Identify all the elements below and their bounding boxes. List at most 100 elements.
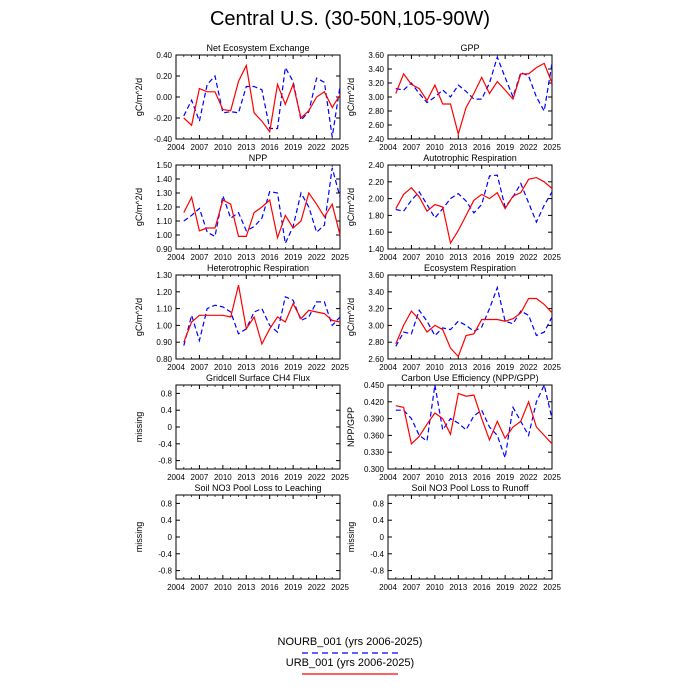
plot-frame <box>175 274 341 360</box>
y-tick-label: 3.60 <box>368 51 384 60</box>
x-tick-label: 2019 <box>284 253 302 262</box>
x-tick-label: 2016 <box>473 363 491 372</box>
x-tick-label: 2013 <box>449 143 467 152</box>
y-tick-label: 1.10 <box>156 217 172 226</box>
x-tick-label: 2010 <box>214 363 232 372</box>
y-tick-label: 2.60 <box>368 355 384 364</box>
series-line-nourb <box>183 167 341 246</box>
page-title: Central U.S. (30-50N,105-90W) <box>209 8 491 30</box>
chart-panel: GPP gC/m^2/d 2004 2007 2010 2013 2016 2019 2022 2… <box>346 43 561 152</box>
y-tick-label: -0.4 <box>370 550 384 559</box>
legend-item-urb: URB_001 (yrs 2006-2025) <box>0 657 700 677</box>
x-tick-label: 2013 <box>237 583 255 592</box>
x-tick-label: 2025 <box>543 583 561 592</box>
x-tick-label: 2004 <box>167 583 185 592</box>
chart-title: Gridcell Surface CH4 Flux <box>206 373 311 383</box>
y-tick-label: 0 <box>168 533 173 542</box>
y-tick-label: 0.450 <box>364 381 385 390</box>
legend-swatch-nourb <box>302 652 398 654</box>
x-tick-label: 2016 <box>261 473 279 482</box>
x-tick-label: 2010 <box>426 583 444 592</box>
y-tick-label: 2.40 <box>368 135 384 144</box>
y-tick-label: 0.300 <box>364 465 385 474</box>
chart-title: Soil NO3 Pool Loss to Runoff <box>412 483 529 493</box>
y-tick-label: 0.420 <box>364 398 385 407</box>
series-line-urb <box>183 191 341 241</box>
x-tick-label: 2010 <box>214 583 232 592</box>
y-tick-label: 0.330 <box>364 448 385 457</box>
x-tick-label: 2022 <box>520 253 538 262</box>
series-line-urb <box>395 176 553 245</box>
plot-frame <box>387 274 553 360</box>
y-tick-label: 1.30 <box>156 271 172 280</box>
chart-title: NPP <box>249 153 268 163</box>
y-axis-label: gC/m^2/d <box>134 298 144 336</box>
y-tick-label: -0.8 <box>158 457 172 466</box>
x-tick-label: 2025 <box>331 473 349 482</box>
x-tick-label: 2013 <box>449 583 467 592</box>
x-tick-label: 2025 <box>331 583 349 592</box>
x-tick-label: 2025 <box>543 143 561 152</box>
y-axis-label: gC/m^2/d <box>346 188 356 226</box>
x-tick-label: 2007 <box>403 363 421 372</box>
chart-panel: Carbon Use Efficiency (NPP/GPP) NPP/GPP 20… <box>346 373 561 482</box>
x-tick-label: 2007 <box>191 253 209 262</box>
x-tick-label: 2022 <box>520 363 538 372</box>
chart-panel: Gridcell Surface CH4 Flux missing 2004 2007… <box>134 373 349 482</box>
x-tick-label: 2016 <box>261 143 279 152</box>
plot-frame <box>175 384 341 470</box>
x-tick-label: 2019 <box>284 583 302 592</box>
y-tick-label: 0.8 <box>161 389 173 398</box>
chart-title: Net Ecosystem Exchange <box>206 43 309 53</box>
y-tick-label: 1.00 <box>156 231 172 240</box>
y-tick-label: 0.360 <box>364 431 385 440</box>
x-tick-label: 2022 <box>308 583 326 592</box>
x-tick-label: 2010 <box>426 143 444 152</box>
x-tick-label: 2007 <box>403 473 421 482</box>
x-tick-label: 2019 <box>284 363 302 372</box>
y-tick-label: 2.60 <box>368 121 384 130</box>
legend-item-nourb: NOURB_001 (yrs 2006-2025) <box>0 636 700 656</box>
series-line-nourb <box>395 383 553 458</box>
y-axis-label: NPP/GPP <box>346 407 356 447</box>
y-tick-label: 2.00 <box>368 195 384 204</box>
x-tick-label: 2016 <box>261 583 279 592</box>
chart-title: GPP <box>460 43 479 53</box>
y-axis-label: missing <box>346 522 356 553</box>
x-tick-label: 2019 <box>496 143 514 152</box>
y-tick-label: 0.90 <box>156 338 172 347</box>
x-tick-label: 2016 <box>261 363 279 372</box>
y-tick-label: 1.50 <box>156 161 172 170</box>
y-tick-label: 1.20 <box>156 288 172 297</box>
x-tick-label: 2007 <box>191 473 209 482</box>
x-tick-label: 2010 <box>214 253 232 262</box>
x-tick-label: 2013 <box>237 473 255 482</box>
x-tick-label: 2004 <box>379 253 397 262</box>
x-tick-label: 2010 <box>214 143 232 152</box>
y-tick-label: 0.4 <box>161 516 173 525</box>
x-tick-label: 2013 <box>449 473 467 482</box>
y-tick-label: 3.60 <box>368 271 384 280</box>
x-tick-label: 2004 <box>379 583 397 592</box>
series-line-nourb <box>183 65 341 137</box>
y-tick-label: -0.4 <box>158 440 172 449</box>
x-tick-label: 2019 <box>496 583 514 592</box>
x-tick-label: 2025 <box>543 363 561 372</box>
y-tick-label: 3.00 <box>368 93 384 102</box>
x-tick-label: 2022 <box>520 473 538 482</box>
x-tick-label: 2022 <box>308 143 326 152</box>
y-tick-label: 3.20 <box>368 79 384 88</box>
x-tick-label: 2016 <box>473 253 491 262</box>
y-tick-label: 0.8 <box>373 499 385 508</box>
y-tick-label: 3.00 <box>368 321 384 330</box>
x-tick-label: 2004 <box>379 363 397 372</box>
y-tick-label: 0.390 <box>364 415 385 424</box>
x-tick-label: 2013 <box>449 253 467 262</box>
x-tick-label: 2013 <box>237 363 255 372</box>
x-tick-label: 2022 <box>520 583 538 592</box>
chart-panel: Soil NO3 Pool Loss to Leaching missing 200… <box>134 483 349 592</box>
y-tick-label: 3.20 <box>368 305 384 314</box>
x-tick-label: 2004 <box>379 473 397 482</box>
y-tick-label: -0.8 <box>158 567 172 576</box>
plot-frame <box>387 164 553 250</box>
